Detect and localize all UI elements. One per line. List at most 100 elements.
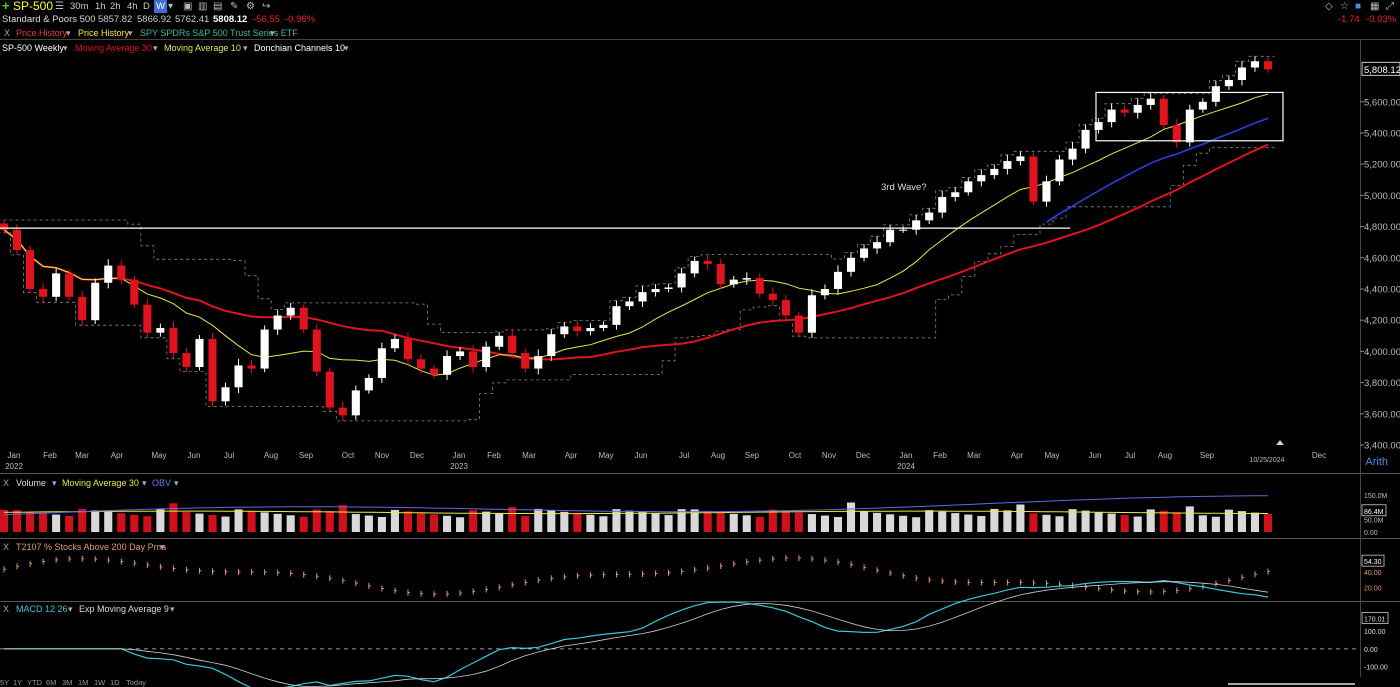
compare-icon[interactable]: ▣ bbox=[183, 1, 193, 12]
chevron-down-icon[interactable]: ▾ bbox=[170, 604, 175, 614]
macd-signal-label[interactable]: Exp Moving Average 9 bbox=[79, 604, 169, 614]
candle-body bbox=[1185, 109, 1194, 143]
candle-body bbox=[1211, 86, 1220, 102]
candle-body bbox=[390, 338, 399, 349]
range-today[interactable]: Today bbox=[126, 678, 147, 687]
volume-bar bbox=[1172, 512, 1181, 532]
x-tick-label: Feb bbox=[43, 451, 57, 460]
candle-body bbox=[899, 229, 908, 231]
list-icon[interactable]: ☰ bbox=[55, 1, 64, 12]
overlays: 3rd Wave? bbox=[0, 91, 1284, 229]
obv-label[interactable]: OBV bbox=[152, 478, 172, 488]
chevron-down-icon[interactable]: ▾ bbox=[243, 43, 248, 53]
y-tick-label: 5,400.00 bbox=[1364, 129, 1400, 140]
candle-body bbox=[742, 278, 751, 280]
indicator-icon[interactable]: ▤ bbox=[213, 1, 223, 12]
x-tick-label: Oct bbox=[342, 451, 355, 460]
range-6m[interactable]: 6M bbox=[46, 678, 57, 687]
tf-d[interactable]: D bbox=[143, 1, 150, 12]
main-series-label[interactable]: SP-500 Weekly bbox=[2, 43, 64, 53]
candle-body bbox=[1237, 67, 1246, 80]
sync-icon[interactable]: ■ bbox=[1355, 1, 1362, 12]
study-bar: SP-500 Weekly ▾ Moving Average 30 ▾ Movi… bbox=[0, 43, 1400, 54]
chevron-down-icon[interactable]: ▾ bbox=[344, 43, 349, 53]
x-tick-label: Apr bbox=[111, 451, 124, 460]
t2107-close-button[interactable]: X bbox=[3, 542, 10, 552]
candle-body bbox=[469, 351, 478, 367]
macd-label[interactable]: MACD 12 26 bbox=[16, 604, 68, 614]
range-1y[interactable]: 1Y bbox=[13, 678, 23, 687]
volume-bar bbox=[547, 510, 556, 532]
compare-close-button[interactable]: X bbox=[4, 28, 11, 38]
chevron-down-icon[interactable]: ▾ bbox=[52, 478, 57, 488]
arith-scale-toggle[interactable]: Arith bbox=[1365, 456, 1388, 468]
range-3m[interactable]: 3M bbox=[62, 678, 73, 687]
chevron-down-icon[interactable]: ▾ bbox=[270, 28, 275, 38]
chevron-down-icon[interactable]: ▾ bbox=[68, 604, 73, 614]
range-1w[interactable]: 1W bbox=[94, 678, 106, 687]
range-ytd[interactable]: YTD bbox=[27, 678, 42, 687]
settings-icon[interactable]: ⚙ bbox=[246, 1, 255, 12]
range-5y[interactable]: 5Y bbox=[0, 678, 10, 687]
volume-bar bbox=[495, 513, 504, 532]
volume-bar bbox=[1250, 512, 1260, 532]
range-1m[interactable]: 1M bbox=[78, 678, 89, 687]
candle-body bbox=[429, 368, 439, 375]
compare-item-price-history-1[interactable]: Price History bbox=[16, 28, 68, 38]
tf-w[interactable]: W bbox=[154, 0, 167, 13]
chevron-down-icon[interactable]: ▾ bbox=[168, 1, 174, 12]
candle-body bbox=[78, 296, 87, 321]
candle-body bbox=[0, 223, 9, 230]
candle-body bbox=[286, 307, 295, 316]
last-value: 5808.12 bbox=[213, 14, 248, 25]
x-tick-label: Sep bbox=[745, 451, 760, 460]
study-donchian-label[interactable]: Donchian Channels 10 bbox=[254, 43, 346, 53]
volume-label[interactable]: Volume bbox=[16, 478, 47, 488]
add-symbol-icon[interactable]: + bbox=[2, 0, 10, 13]
candle-body bbox=[846, 257, 856, 272]
chevron-down-icon[interactable]: ▾ bbox=[66, 28, 71, 38]
candle-body bbox=[938, 196, 947, 213]
study-ma30-label[interactable]: Moving Average 30 bbox=[75, 43, 152, 53]
candle-body bbox=[1172, 125, 1181, 143]
chevron-down-icon[interactable]: ▾ bbox=[142, 478, 147, 488]
chevron-down-icon[interactable]: ▾ bbox=[128, 28, 133, 38]
volume-bar bbox=[1003, 510, 1012, 532]
volume-bar bbox=[742, 515, 751, 532]
tf-1h[interactable]: 1h bbox=[95, 1, 106, 12]
study-ma10-label[interactable]: Moving Average 10 bbox=[164, 43, 241, 53]
candle-body bbox=[690, 260, 699, 274]
volume-y-label: 86.4M bbox=[1364, 509, 1384, 516]
volume-bar bbox=[1081, 510, 1090, 532]
tf-4h[interactable]: 4h bbox=[127, 1, 138, 12]
range-1d[interactable]: 1D bbox=[110, 678, 120, 687]
chevron-down-icon[interactable]: ▾ bbox=[174, 478, 179, 488]
macd-close-button[interactable]: X bbox=[3, 604, 10, 614]
expand-icon[interactable]: ⤢ bbox=[1386, 1, 1394, 12]
t2107-label[interactable]: T2107 % Stocks Above 200 Day Pma bbox=[16, 542, 167, 552]
chevron-down-icon[interactable]: ▾ bbox=[153, 43, 158, 53]
symbol-label[interactable]: SP-500 bbox=[13, 0, 54, 13]
candle-body bbox=[403, 338, 412, 360]
compare-item-price-history-2[interactable]: Price History bbox=[78, 28, 130, 38]
chevron-down-icon[interactable]: ▾ bbox=[63, 43, 68, 53]
current-date-label: 10/25/2024 bbox=[1249, 457, 1284, 464]
tf-30m[interactable]: 30m bbox=[70, 1, 89, 12]
volume-ma-label[interactable]: Moving Average 30 bbox=[62, 478, 139, 488]
share-icon[interactable]: ↪ bbox=[262, 1, 271, 12]
date-axis: Jan Feb Mar Apr May Jun Jul Aug Sep Oct Nov Dec Jan F… bbox=[5, 440, 1326, 471]
draw-icon[interactable]: ✎ bbox=[230, 1, 239, 12]
chart-type-icon[interactable]: ▥ bbox=[198, 1, 208, 12]
chevron-down-icon[interactable]: ▾ bbox=[160, 542, 165, 552]
y-tick-label: 5,600.00 bbox=[1364, 97, 1400, 108]
compare-item-spy[interactable]: SPY SPDRs S&P 500 Trust Series ETF bbox=[140, 28, 298, 38]
candle-body bbox=[26, 250, 35, 289]
layout-icon[interactable]: ▦ bbox=[1370, 1, 1380, 12]
tf-2h[interactable]: 2h bbox=[110, 1, 121, 12]
star-icon[interactable]: ☆ bbox=[1340, 1, 1349, 12]
alert-icon[interactable]: ◇ bbox=[1325, 1, 1333, 12]
volume-close-button[interactable]: X bbox=[3, 478, 10, 488]
volume-bar bbox=[677, 509, 686, 532]
change-pct-value: -0.96% bbox=[285, 14, 316, 25]
